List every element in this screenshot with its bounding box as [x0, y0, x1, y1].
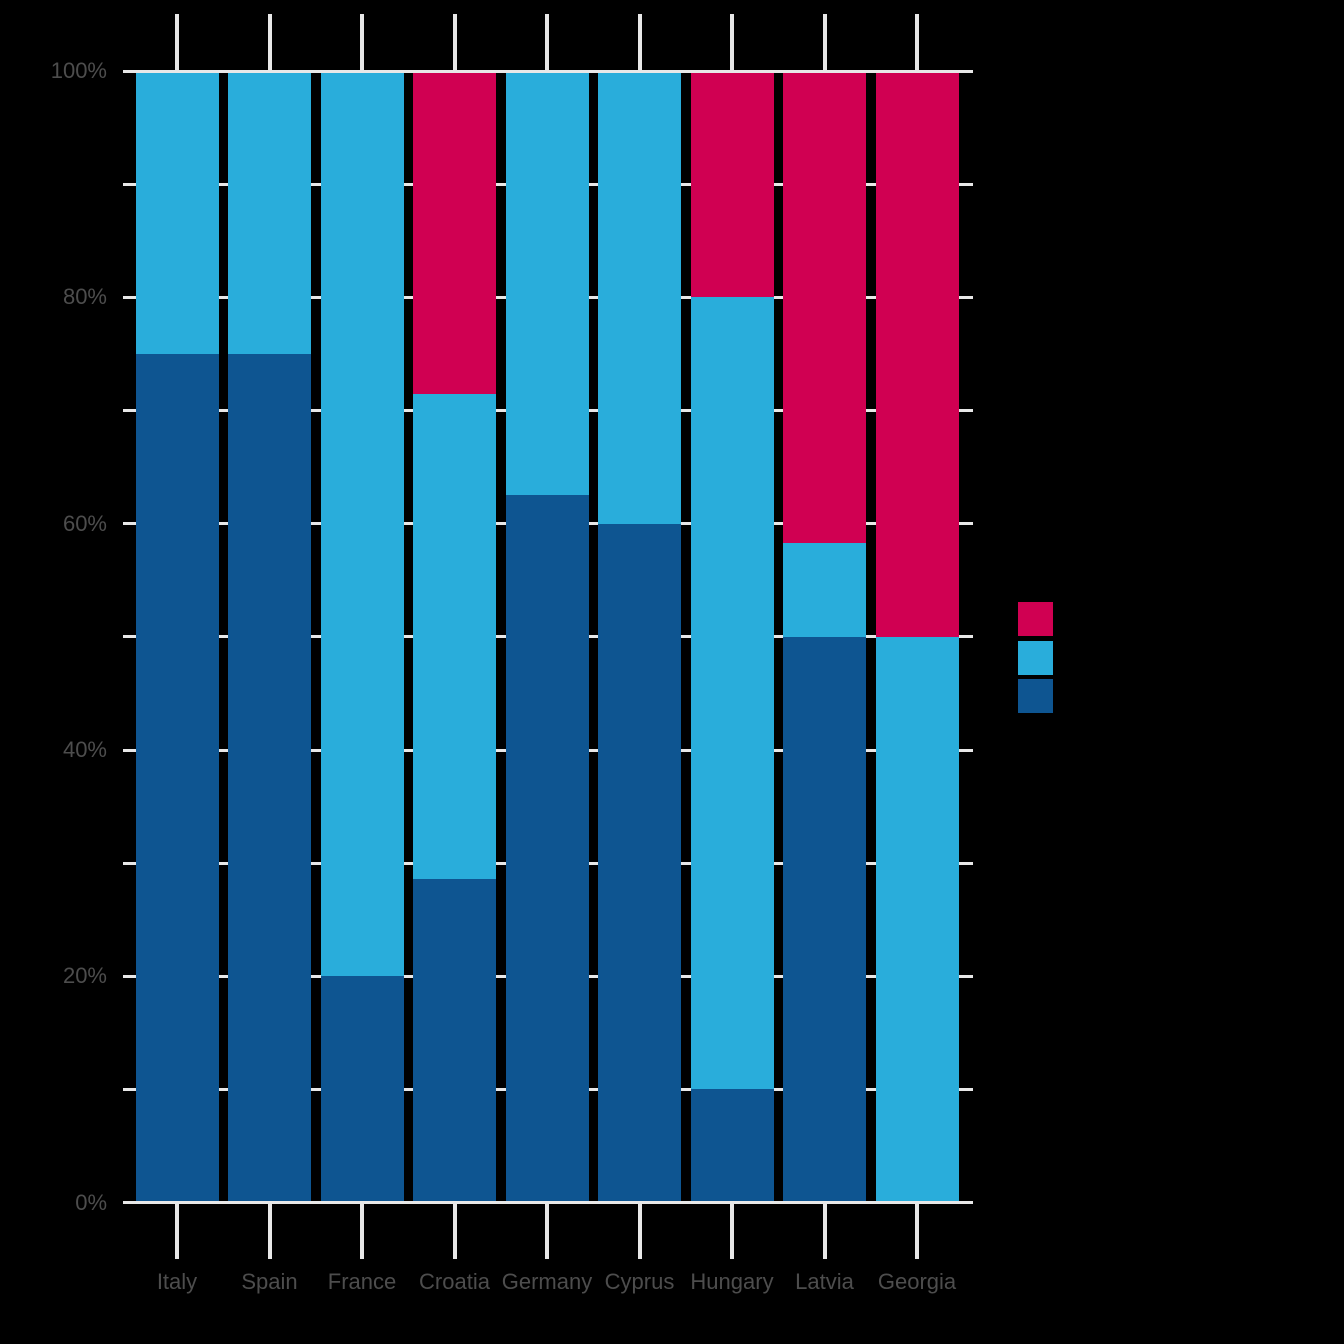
bottom-axis-tick-cyprus: [637, 1202, 642, 1259]
top-axis-tick-spain: [267, 14, 272, 71]
top-axis-tick-croatia: [452, 14, 457, 71]
bar-hungary-pink-top-segment: [690, 71, 774, 298]
bar-croatia-dark-blue-bottom-segment: [413, 879, 496, 1203]
bar-spain-light-blue-middle-segment: [228, 71, 311, 354]
y-axis-label-0pct: 0%: [75, 1189, 107, 1215]
bar-france-dark-blue-bottom-segment: [320, 976, 404, 1203]
bar-italy-dark-blue-bottom-segment: [135, 353, 219, 1203]
y-axis-label-100pct: 100%: [50, 58, 107, 83]
y-axis-label-60pct: 60%: [62, 510, 107, 536]
bar-germany-dark-blue-bottom-segment: [505, 495, 589, 1203]
bar-italy-light-blue-middle-segment: [135, 71, 219, 354]
bar-cyprus-dark-blue-bottom-segment: [598, 523, 681, 1203]
legend-swatch-0: [1018, 602, 1053, 636]
bottom-axis-tick-latvia: [822, 1202, 827, 1259]
top-axis-tick-cyprus: [637, 14, 642, 71]
bottom-axis-tick-georgia: [915, 1202, 919, 1259]
y-axis-label-80pct: 80%: [62, 284, 107, 310]
bottom-axis-tick-france: [360, 1202, 364, 1259]
bar-germany-light-blue-middle-segment: [505, 71, 589, 496]
bottom-axis-tick-germany: [545, 1202, 549, 1259]
bar-georgia-light-blue-middle-segment: [875, 636, 959, 1203]
bar-latvia-pink-top-segment: [783, 71, 866, 543]
y-axis-label-40pct: 40%: [62, 737, 107, 762]
x-axis-label-italy: Italy: [156, 1269, 198, 1294]
x-axis-label-france: France: [327, 1269, 397, 1294]
bottom-axis-tick-hungary: [730, 1202, 734, 1259]
x-axis-label-croatia: Croatia: [419, 1269, 490, 1294]
bar-cyprus-light-blue-middle-segment: [598, 71, 681, 524]
top-axis-tick-france: [360, 14, 364, 71]
top-axis-tick-latvia: [822, 14, 827, 71]
x-axis-label-germany: Germany: [501, 1269, 593, 1294]
bar-latvia-dark-blue-bottom-segment: [783, 636, 866, 1203]
top-axis-tick-hungary: [730, 14, 734, 71]
x-axis-label-hungary: Hungary: [690, 1269, 774, 1294]
top-axis-tick-italy: [175, 14, 179, 71]
bar-spain-dark-blue-bottom-segment: [228, 353, 311, 1203]
bottom-axis-tick-spain: [267, 1202, 272, 1259]
bar-hungary-light-blue-middle-segment: [690, 297, 774, 1090]
bar-croatia-pink-top-segment: [413, 71, 496, 395]
legend-swatch-2: [1018, 679, 1053, 713]
gridline-100pct: [122, 69, 973, 73]
top-axis-tick-germany: [545, 14, 549, 71]
bottom-axis-tick-croatia: [452, 1202, 457, 1259]
bar-france-light-blue-middle-segment: [320, 71, 404, 977]
bar-georgia-pink-top-segment: [875, 71, 959, 637]
bar-croatia-light-blue-middle-segment: [413, 394, 496, 880]
bar-latvia-light-blue-middle-segment: [783, 542, 866, 637]
bottom-axis-tick-italy: [175, 1202, 179, 1259]
x-axis-label-georgia: Georgia: [877, 1269, 957, 1294]
y-axis-label-20pct: 20%: [62, 963, 107, 989]
x-axis-label-cyprus: Cyprus: [604, 1269, 675, 1294]
x-axis-label-latvia: Latvia: [795, 1269, 854, 1294]
legend-swatch-1: [1018, 641, 1053, 675]
top-axis-tick-georgia: [915, 14, 919, 71]
x-axis-label-spain: Spain: [241, 1269, 298, 1294]
bar-hungary-dark-blue-bottom-segment: [690, 1089, 774, 1203]
